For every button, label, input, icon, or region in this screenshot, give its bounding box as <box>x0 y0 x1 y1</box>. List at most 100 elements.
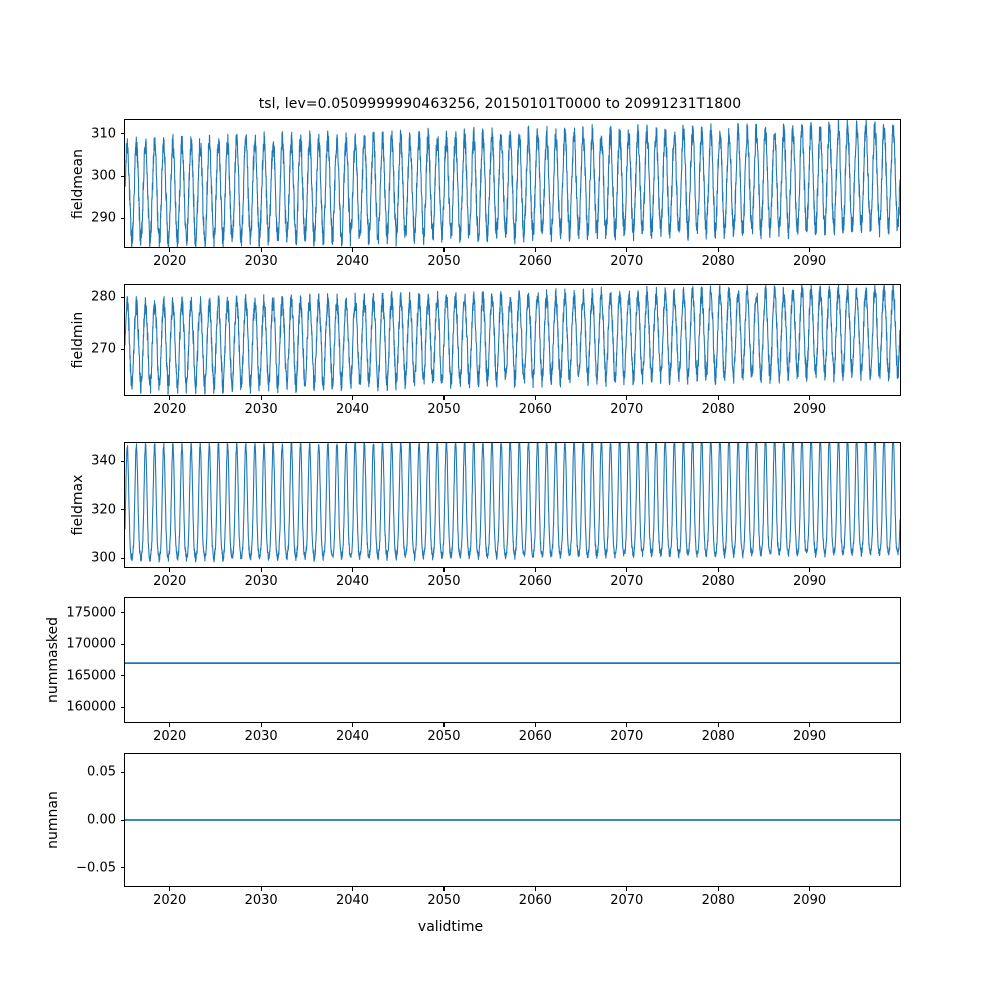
x-tick-label: 2080 <box>701 893 735 908</box>
plot-panel-fieldmin <box>124 284 901 396</box>
x-tick-label: 2040 <box>335 402 370 417</box>
y-tick-label: 280 <box>91 289 116 305</box>
x-tickmark <box>534 723 536 727</box>
x-tickmark <box>626 723 628 727</box>
y-tickmark <box>120 460 124 462</box>
series-nummasked <box>125 662 900 664</box>
y-tickmark <box>120 217 124 219</box>
x-tick-label: 2050 <box>427 402 461 417</box>
y-tickmark <box>120 867 124 869</box>
plot-panel-fieldmax <box>124 442 901 568</box>
y-tick-label: 290 <box>91 210 116 226</box>
x-tick-label: 2070 <box>610 729 644 744</box>
x-tickmark <box>809 568 811 572</box>
x-tickmark <box>443 887 445 891</box>
x-tick-label: 2050 <box>427 729 461 744</box>
x-tickmark <box>260 248 262 252</box>
y-tickmark <box>120 675 124 677</box>
x-tickmark <box>352 887 354 891</box>
x-tickmark <box>534 248 536 252</box>
x-tick-label: 2090 <box>793 893 827 908</box>
x-tickmark <box>169 248 171 252</box>
x-tick-label: 2090 <box>793 729 827 744</box>
x-tickmark <box>352 568 354 572</box>
x-tick-label: 2030 <box>244 402 278 417</box>
x-tickmark <box>443 568 445 572</box>
x-tick-label: 2090 <box>793 402 827 417</box>
x-tick-label: 2070 <box>610 254 644 269</box>
x-tickmark <box>352 396 354 400</box>
x-tick-label: 2080 <box>701 729 735 744</box>
x-tickmark <box>169 396 171 400</box>
plot-panel-nummasked <box>124 597 901 723</box>
y-tick-label: 300 <box>91 550 116 566</box>
x-tickmark <box>169 568 171 572</box>
x-tick-label: 2070 <box>610 893 644 908</box>
x-tickmark <box>809 396 811 400</box>
x-tickmark <box>352 723 354 727</box>
y-axis-label-fieldmin: fieldmin <box>70 311 86 369</box>
y-tickmark <box>120 819 124 821</box>
y-axis-label-fieldmean: fieldmean <box>70 148 86 219</box>
x-tickmark <box>260 396 262 400</box>
x-tickmark <box>626 887 628 891</box>
x-tick-label: 2060 <box>518 893 552 908</box>
x-tickmark <box>443 396 445 400</box>
y-tickmark <box>120 296 124 298</box>
x-tickmark <box>260 887 262 891</box>
x-tick-label: 2080 <box>701 574 735 589</box>
x-tick-label: 2080 <box>701 402 735 417</box>
x-tickmark <box>626 396 628 400</box>
x-tick-label: 2020 <box>153 729 187 744</box>
x-tickmark <box>717 248 719 252</box>
y-axis-label-fieldmax: fieldmax <box>70 474 86 536</box>
x-tickmark <box>717 887 719 891</box>
y-tick-label: 310 <box>91 126 116 142</box>
x-tickmark <box>534 887 536 891</box>
series-numnan <box>125 819 900 821</box>
x-tick-label: 2020 <box>153 574 187 589</box>
x-tickmark <box>626 248 628 252</box>
x-tick-label: 2050 <box>427 893 461 908</box>
y-tick-label: 160000 <box>66 699 116 715</box>
y-tick-label: 175000 <box>66 605 116 621</box>
y-tickmark <box>120 557 124 559</box>
x-tick-label: 2030 <box>244 574 278 589</box>
plot-panel-numnan <box>124 753 901 887</box>
y-tickmark <box>120 133 124 135</box>
y-tickmark <box>120 509 124 511</box>
x-tickmark <box>809 723 811 727</box>
x-tickmark <box>260 723 262 727</box>
x-tick-label: 2060 <box>518 729 552 744</box>
x-tick-label: 2020 <box>153 254 187 269</box>
x-tick-label: 2040 <box>335 729 370 744</box>
x-tick-label: 2050 <box>427 254 461 269</box>
x-tick-label: 2070 <box>610 574 644 589</box>
x-tick-label: 2080 <box>701 254 735 269</box>
y-tick-label: 165000 <box>66 668 116 684</box>
y-tickmark <box>120 348 124 350</box>
x-tick-label: 2040 <box>335 574 370 589</box>
x-tickmark <box>169 887 171 891</box>
x-tickmark <box>534 568 536 572</box>
x-tickmark <box>443 723 445 727</box>
y-tick-label: 0.05 <box>87 764 116 780</box>
figure-title: tsl, lev=0.0509999990463256, 20150101T00… <box>258 96 742 112</box>
x-tick-label: 2020 <box>153 893 187 908</box>
x-axis-label: validtime <box>417 919 484 935</box>
x-tick-label: 2060 <box>518 574 552 589</box>
x-tick-label: 2060 <box>518 402 552 417</box>
y-tick-label: 0.00 <box>87 812 116 828</box>
y-tick-label: −0.05 <box>76 860 116 876</box>
x-tick-label: 2090 <box>793 574 827 589</box>
series-fieldmax <box>125 443 900 563</box>
x-tickmark <box>260 568 262 572</box>
x-tickmark <box>352 248 354 252</box>
x-tickmark <box>809 248 811 252</box>
y-tickmark <box>120 612 124 614</box>
y-tickmark <box>120 175 124 177</box>
series-fieldmean <box>125 120 900 247</box>
x-tick-label: 2030 <box>244 254 278 269</box>
y-axis-label-numnan: numnan <box>45 791 61 849</box>
